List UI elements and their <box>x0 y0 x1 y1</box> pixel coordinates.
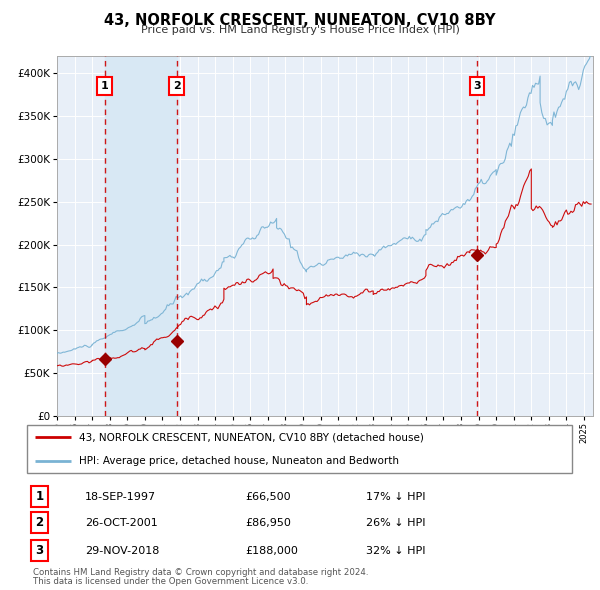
Text: 43, NORFOLK CRESCENT, NUNEATON, CV10 8BY (detached house): 43, NORFOLK CRESCENT, NUNEATON, CV10 8BY… <box>79 432 424 442</box>
Text: £86,950: £86,950 <box>245 518 290 527</box>
Bar <box>104 56 177 416</box>
Text: £188,000: £188,000 <box>245 546 298 556</box>
Text: 3: 3 <box>35 544 44 557</box>
Text: 26-OCT-2001: 26-OCT-2001 <box>85 518 157 527</box>
Text: £66,500: £66,500 <box>245 491 290 502</box>
Text: 2: 2 <box>35 516 44 529</box>
Text: HPI: Average price, detached house, Nuneaton and Bedworth: HPI: Average price, detached house, Nune… <box>79 456 399 466</box>
Text: 1: 1 <box>35 490 44 503</box>
Text: 1: 1 <box>101 81 109 91</box>
Text: 26% ↓ HPI: 26% ↓ HPI <box>366 518 426 527</box>
FancyBboxPatch shape <box>27 425 572 473</box>
Text: 18-SEP-1997: 18-SEP-1997 <box>85 491 156 502</box>
Text: 2: 2 <box>173 81 181 91</box>
Text: This data is licensed under the Open Government Licence v3.0.: This data is licensed under the Open Gov… <box>33 577 308 586</box>
Text: 3: 3 <box>473 81 481 91</box>
Text: 17% ↓ HPI: 17% ↓ HPI <box>366 491 426 502</box>
Text: 29-NOV-2018: 29-NOV-2018 <box>85 546 159 556</box>
Text: 43, NORFOLK CRESCENT, NUNEATON, CV10 8BY: 43, NORFOLK CRESCENT, NUNEATON, CV10 8BY <box>104 13 496 28</box>
Text: Contains HM Land Registry data © Crown copyright and database right 2024.: Contains HM Land Registry data © Crown c… <box>33 568 368 576</box>
Text: Price paid vs. HM Land Registry's House Price Index (HPI): Price paid vs. HM Land Registry's House … <box>140 25 460 35</box>
Text: 32% ↓ HPI: 32% ↓ HPI <box>366 546 426 556</box>
